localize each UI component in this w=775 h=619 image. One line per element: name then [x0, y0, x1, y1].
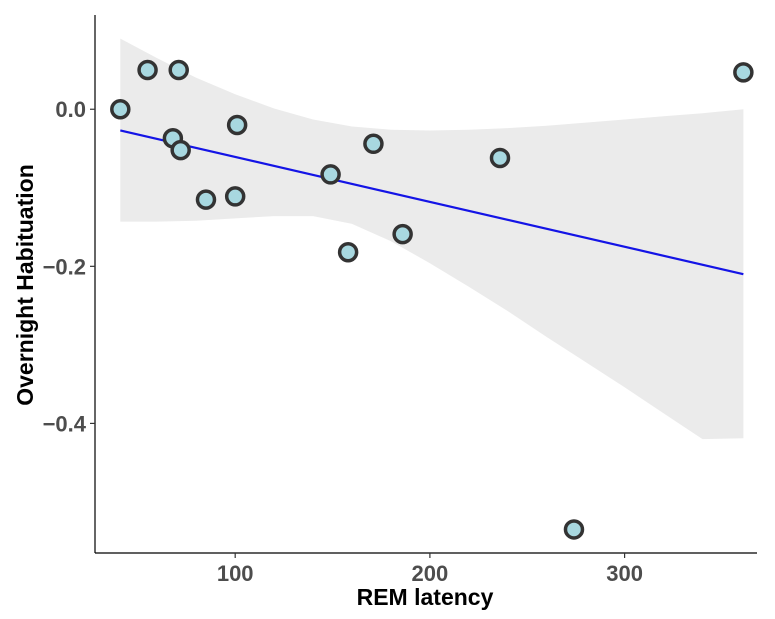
data-point-9 [320, 164, 341, 185]
y-tick-label: −0.4 [43, 411, 87, 436]
trend-line-layer [120, 129, 744, 276]
x-tick-label: 300 [606, 561, 643, 586]
x-tick-label: 200 [412, 561, 449, 586]
x-axis-title: REM latency [357, 584, 494, 610]
data-point-6 [226, 114, 248, 136]
trend-line [120, 129, 744, 276]
x-tick-label: 100 [217, 561, 254, 586]
y-tick-label: −0.2 [43, 254, 86, 279]
data-point-3 [168, 59, 189, 81]
y-axis-title: Overnight Habituation [12, 164, 38, 406]
data-point-10 [363, 133, 384, 155]
data-point-13 [489, 147, 511, 169]
data-point-12 [392, 223, 413, 245]
data-point-7 [195, 189, 217, 210]
data-point-5 [170, 139, 191, 161]
data-point-11 [337, 241, 359, 263]
y-tick-label: 0.0 [55, 97, 86, 122]
confidence-band-layer [120, 38, 744, 440]
data-point-14 [563, 519, 585, 540]
data-point-8 [224, 186, 246, 207]
confidence-band [120, 38, 744, 440]
points-layer [110, 59, 754, 540]
data-point-2 [137, 59, 158, 81]
data-point-15 [733, 62, 754, 83]
data-point-1 [110, 98, 131, 120]
axes-layer: 100 200 300 0.0 −0.2 −0.4 [43, 15, 757, 586]
